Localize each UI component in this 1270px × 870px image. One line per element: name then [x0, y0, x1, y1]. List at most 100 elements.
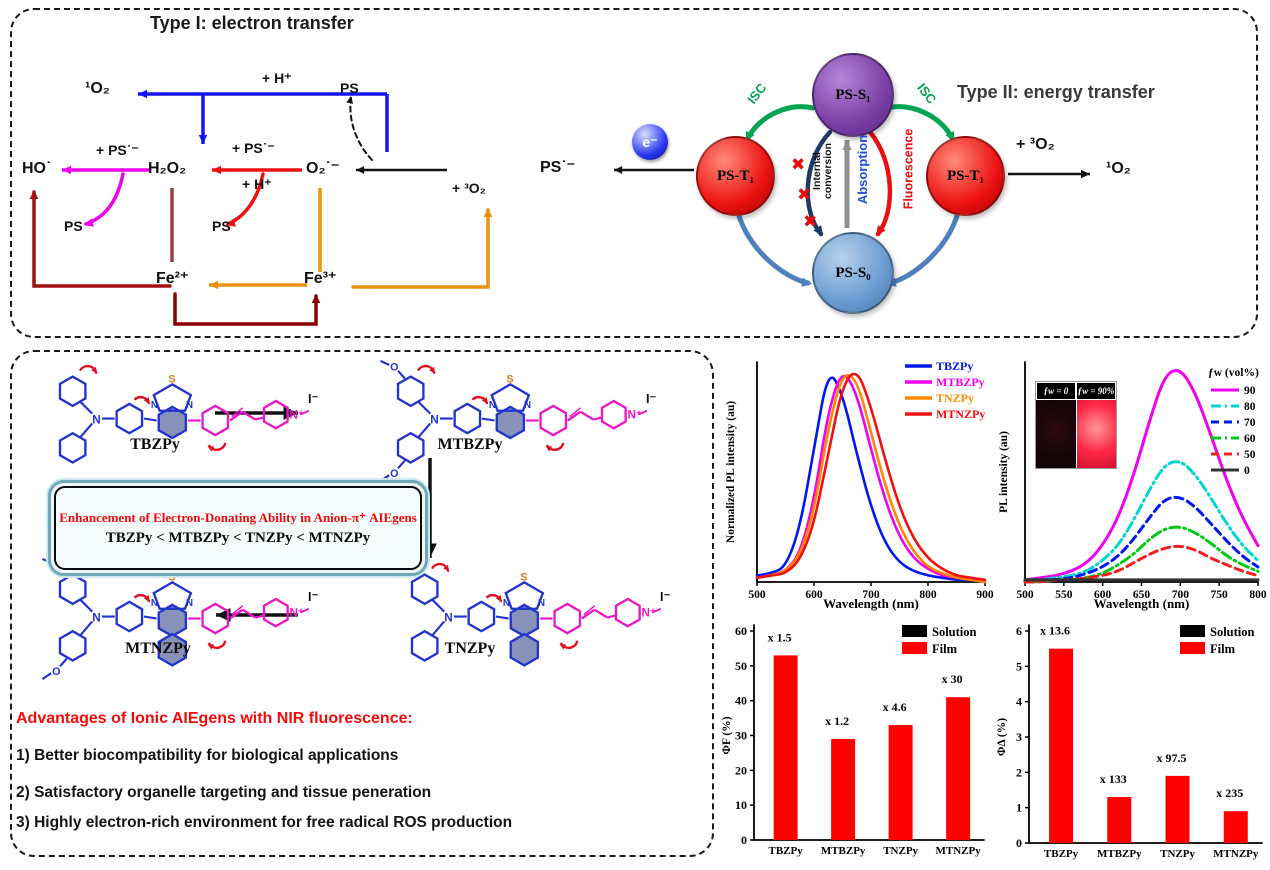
ferrous-label: Fe²⁺ [156, 270, 189, 287]
svg-text:MTBZPy: MTBZPy [1097, 848, 1142, 860]
svg-text:90: 90 [1244, 385, 1256, 397]
svg-text:x 4.6: x 4.6 [883, 700, 907, 714]
svg-text:I⁻: I⁻ [308, 392, 319, 406]
svg-text:MTNZPy: MTNZPy [936, 407, 985, 421]
svg-text:900: 900 [976, 589, 994, 601]
svg-text:S: S [520, 571, 527, 583]
superoxide-label: O₂˙⁻ [306, 160, 340, 177]
svg-text:TBZPy: TBZPy [769, 845, 804, 857]
ferric-label: Fe³⁺ [304, 270, 337, 287]
fluorescence-label: Fluorescence [901, 128, 916, 210]
state-t1-right-circle: PS-T₁ [926, 136, 1005, 216]
svg-text:S: S [168, 571, 175, 583]
svg-text:5: 5 [1016, 659, 1022, 673]
svg-text:50: 50 [735, 659, 747, 673]
svg-text:600: 600 [805, 589, 823, 601]
svg-text:80: 80 [1244, 401, 1256, 413]
advantage-3: 3) Highly electron-rich environment for … [16, 814, 513, 831]
cuvette-photo-inset: ƒw = 0 ƒw = 90% [1035, 381, 1117, 469]
svg-text:I⁻: I⁻ [660, 590, 671, 604]
svg-text:N⁺: N⁺ [627, 409, 642, 422]
svg-text:N: N [503, 598, 510, 609]
svg-text:N: N [92, 413, 100, 426]
svg-text:2: 2 [1016, 765, 1022, 779]
absorption-label: Absorption [855, 134, 871, 205]
svg-text:30: 30 [735, 729, 747, 743]
plus-proton-label-2: + H⁺ [242, 176, 272, 192]
type2-plus-triplet-oxygen-label: + ³O₂ [1016, 136, 1055, 153]
svg-text:ΦF (%): ΦF (%) [721, 716, 733, 754]
svg-text:40: 40 [735, 694, 747, 708]
svg-text:x 235: x 235 [1216, 786, 1243, 800]
svg-text:TNZPy: TNZPy [883, 845, 918, 857]
svg-text:x 133: x 133 [1100, 772, 1127, 786]
chart-ros-yield-bars: 0 1 2 3 4 5 6 ΦΔ (%) x 13.6 TBZPy x 133 MTBZPy x 97.… [996, 624, 1263, 860]
svg-text:60: 60 [1244, 433, 1256, 445]
chart-normalized-pl-spectra: 500 600 700 800 900 Wavelength (nm) Normalized… [725, 359, 994, 611]
svg-text:10: 10 [735, 798, 747, 812]
svg-text:ƒw (vol%): ƒw (vol%) [1208, 367, 1259, 379]
svg-text:N: N [524, 400, 531, 411]
svg-text:800: 800 [919, 589, 937, 601]
svg-text:✖: ✖ [803, 212, 817, 232]
ps-label-top: PS [340, 80, 359, 96]
ps-label-mid: PS [212, 218, 231, 234]
advantage-1: 1) Better biocompatibility for biologica… [16, 747, 399, 764]
enhancement-statement: Enhancement of Electron-Donating Ability… [59, 509, 417, 525]
molecule-structure-mtbzpy: N N N S N⁺ I⁻ O O [379, 359, 657, 482]
svg-text:0: 0 [1244, 465, 1250, 477]
svg-text:Solution: Solution [932, 625, 977, 639]
svg-text:600: 600 [1094, 589, 1112, 601]
plus-ps-anion-label-1: + PS˙⁻ [96, 142, 139, 158]
cuvette-dark-image [1036, 400, 1076, 468]
svg-text:x 30: x 30 [942, 672, 963, 686]
svg-text:650: 650 [1133, 589, 1151, 601]
advantage-2: 2) Satisfactory organelle targeting and … [16, 784, 432, 801]
enhancement-box-inner: Enhancement of Electron-Donating Ability… [54, 486, 422, 570]
svg-text:750: 750 [1211, 589, 1229, 601]
s0-label: PS-S₀ [835, 264, 871, 281]
svg-text:MTBZPy: MTBZPy [936, 375, 985, 389]
molecule-name-mtnzpy: MTNZPy [125, 640, 191, 657]
internal-conversion-label: Internal conversion [811, 142, 835, 200]
electron-label: e⁻ [642, 133, 658, 150]
type-mechanism-panel [10, 8, 1258, 338]
svg-text:O: O [52, 666, 60, 678]
svg-text:N⁺: N⁺ [289, 409, 304, 422]
s1-label: PS-S₁ [835, 86, 871, 103]
t1-left-label: PS-T₁ [716, 167, 754, 184]
svg-text:Solution: Solution [1210, 625, 1255, 639]
conversion-label: conversion [822, 142, 835, 200]
type2-title: Type II: energy transfer [957, 82, 1155, 102]
svg-text:N: N [444, 611, 452, 624]
cuvette-labels: ƒw = 0 ƒw = 90% [1036, 382, 1116, 400]
svg-text:700: 700 [1172, 589, 1190, 601]
molecule-structure-tnzpy: N N N S N⁺ I⁻ [410, 562, 671, 667]
svg-text:N: N [151, 400, 158, 411]
svg-text:O: O [390, 468, 398, 480]
molecules-panel [10, 350, 714, 857]
svg-text:N: N [186, 598, 193, 609]
molecule-name-mtbzpy: MTBZPy [437, 436, 503, 453]
svg-text:Wavelength (nm): Wavelength (nm) [1094, 596, 1190, 611]
svg-text:50: 50 [1244, 449, 1256, 461]
svg-text:PL intensity (au): PL intensity (au) [998, 431, 1010, 513]
svg-text:0: 0 [741, 833, 747, 847]
svg-text:500: 500 [748, 589, 766, 601]
svg-text:✖: ✖ [797, 185, 811, 205]
advantages-title: Advantages of Ionic AIEgens with NIR flu… [16, 710, 413, 727]
chart-quantum-yield-bars: 0 10 20 30 40 50 60 ΦF (%) x 1.5 TBZPy x 1.2 MTBZPy… [721, 624, 985, 857]
svg-text:N: N [151, 598, 158, 609]
svg-text:Film: Film [932, 642, 958, 656]
svg-text:TBZPy: TBZPy [1044, 848, 1079, 860]
svg-text:O: O [390, 362, 398, 374]
svg-text:MTNZPy: MTNZPy [936, 845, 982, 857]
svg-text:✖: ✖ [791, 155, 805, 175]
svg-text:Normalized PL intensity (au): Normalized PL intensity (au) [725, 401, 737, 543]
svg-text:0: 0 [1016, 836, 1022, 850]
type1-title: Type I: electron transfer [150, 13, 354, 33]
svg-text:700: 700 [862, 589, 880, 601]
ps-radical-anion-label: PS˙⁻ [540, 159, 576, 176]
cuvette-label-fw0: ƒw = 0 [1036, 382, 1076, 400]
